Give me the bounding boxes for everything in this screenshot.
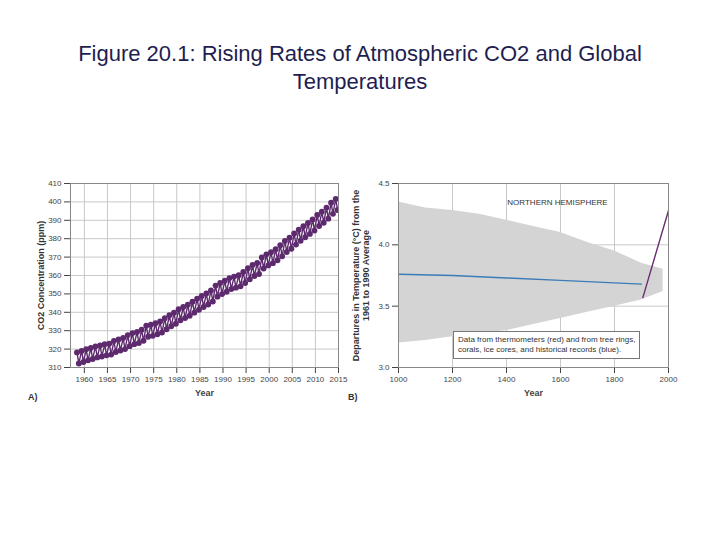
svg-text:1975: 1975 (145, 375, 163, 384)
svg-text:360: 360 (48, 271, 62, 280)
svg-text:1970: 1970 (122, 375, 140, 384)
svg-text:1990: 1990 (214, 375, 232, 384)
svg-text:340: 340 (48, 308, 62, 317)
svg-text:1985: 1985 (191, 375, 209, 384)
svg-text:1400: 1400 (498, 375, 516, 384)
svg-text:1995: 1995 (237, 375, 255, 384)
svg-text:3.5: 3.5 (378, 302, 390, 311)
html-text:Data from thermometers (red) a: Data from thermometers (red) and from tr… (458, 335, 636, 344)
svg-text:1200: 1200 (444, 375, 462, 384)
html-text:corals, ice cores, and histori: corals, ice cores, and historical record… (458, 345, 622, 354)
svg-text:Year: Year (195, 388, 215, 398)
svg-text:390: 390 (48, 216, 62, 225)
svg-text:1960: 1960 (75, 375, 93, 384)
svg-text:410: 410 (48, 179, 62, 188)
svg-text:NORTHERN HEMISPHERE: NORTHERN HEMISPHERE (507, 198, 607, 207)
svg-text:2010: 2010 (306, 375, 324, 384)
svg-text:1000: 1000 (390, 375, 408, 384)
html-text:A): A) (28, 392, 38, 402)
svg-text:2005: 2005 (283, 375, 301, 384)
svg-text:320: 320 (48, 345, 62, 354)
svg-text:350: 350 (48, 289, 62, 298)
html-text:B): B) (348, 392, 358, 402)
svg-text:4.0: 4.0 (378, 240, 390, 249)
svg-text:380: 380 (48, 234, 62, 243)
svg-text:370: 370 (48, 253, 62, 262)
svg-text:1980: 1980 (168, 375, 186, 384)
svg-text:2000: 2000 (660, 375, 678, 384)
svg-text:Year: Year (524, 388, 544, 398)
svg-text:1600: 1600 (552, 375, 570, 384)
svg-text:1800: 1800 (606, 375, 624, 384)
svg-text:Departures in Temperature (°C): Departures in Temperature (°C) from the1… (351, 190, 371, 361)
svg-text:400: 400 (48, 197, 62, 206)
svg-text:1965: 1965 (99, 375, 117, 384)
svg-text:4.5: 4.5 (378, 179, 390, 188)
html-text:Figure 20.1: Rising Rates of A: Figure 20.1: Rising Rates of Atmospheric… (78, 41, 642, 94)
svg-text:2000: 2000 (260, 375, 278, 384)
svg-text:CO2 Concentration (ppm): CO2 Concentration (ppm) (36, 221, 46, 331)
svg-text:330: 330 (48, 326, 62, 335)
svg-text:2015: 2015 (330, 375, 348, 384)
svg-text:3.0: 3.0 (378, 363, 390, 372)
svg-text:310: 310 (48, 363, 62, 372)
